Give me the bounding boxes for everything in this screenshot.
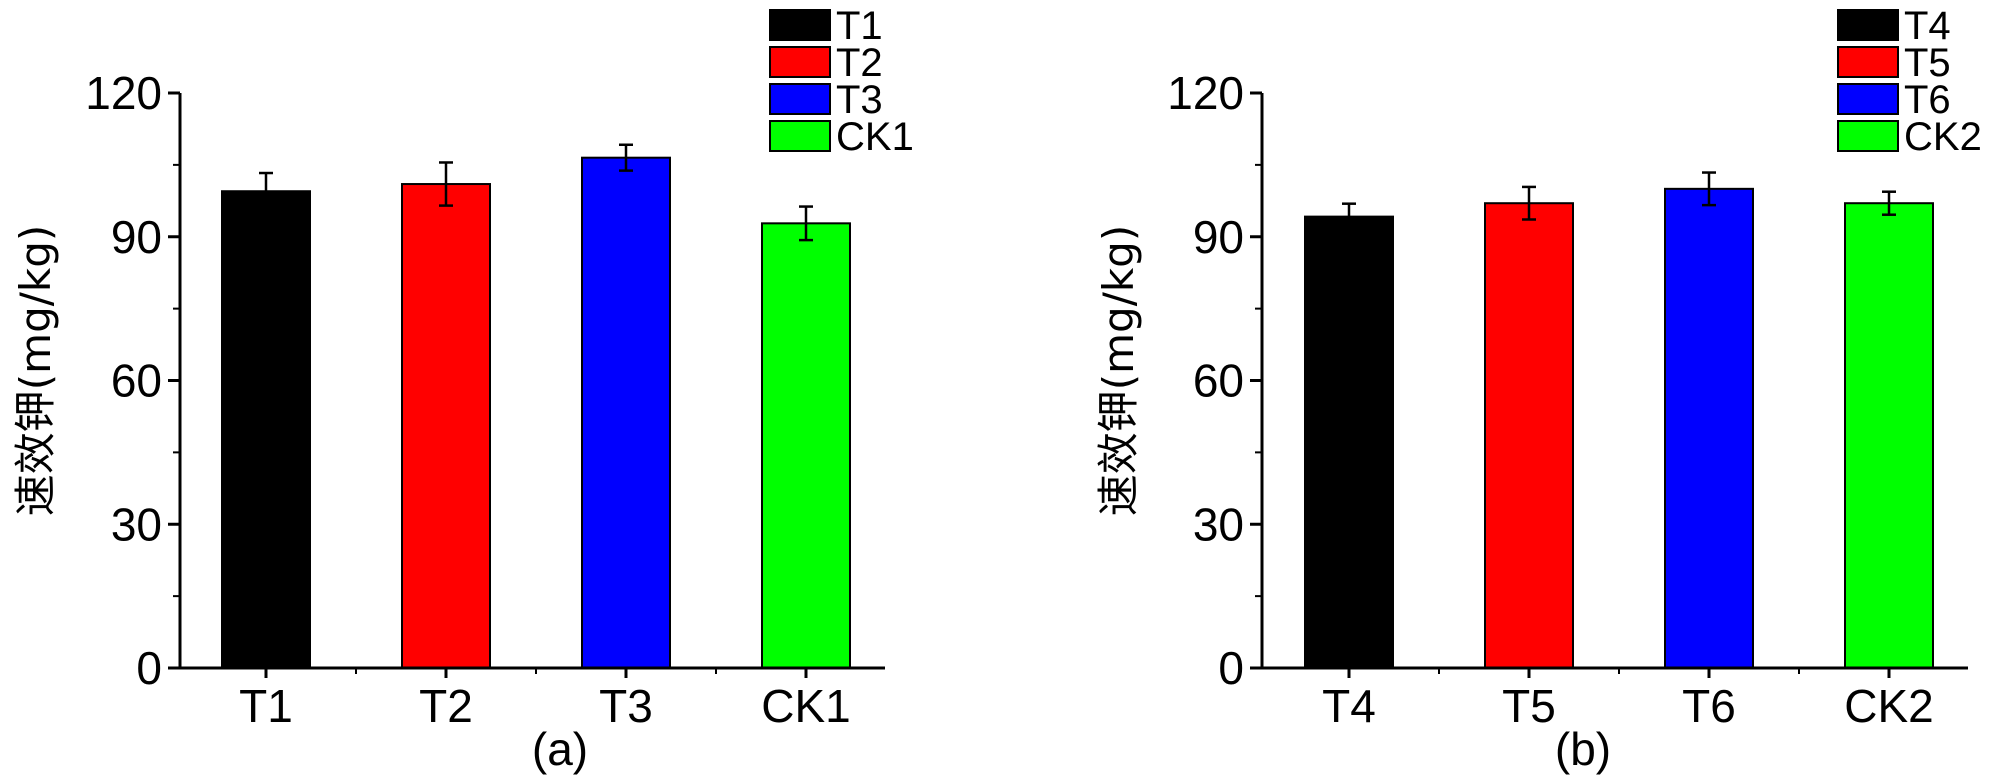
y-tick-label: 0 bbox=[1218, 642, 1244, 694]
y-axis-label: 速效钾(mg/kg) bbox=[11, 225, 60, 516]
chart-panel-2: T4 T5 T6 CK20306090120速效钾(mg/kg)(b)T4T5T6CK… bbox=[1094, 4, 1982, 775]
bar-t3 bbox=[581, 156, 671, 669]
error-bar-t2 bbox=[439, 161, 453, 207]
bar-ck1 bbox=[761, 222, 851, 669]
error-bar-t6 bbox=[1702, 171, 1716, 207]
x-tick-label-t2: T2 bbox=[419, 680, 473, 732]
chart-panel-1: T1 T2 T3 CK10306090120速效钾(mg/kg)(a)T1T2T3CK… bbox=[11, 4, 914, 775]
error-bar-ck1 bbox=[799, 205, 813, 242]
error-bar-t1 bbox=[259, 171, 273, 211]
panel-label: (b) bbox=[1555, 723, 1611, 775]
legend-label-t2: T2 bbox=[836, 41, 883, 85]
y-tick-label: 90 bbox=[1193, 211, 1244, 263]
y-tick-label: 30 bbox=[1193, 498, 1244, 550]
error-bar-ck2 bbox=[1882, 190, 1896, 216]
legend-swatch-t2 bbox=[769, 46, 831, 78]
legend-swatch-t6 bbox=[1837, 83, 1899, 115]
legend-swatch-t1 bbox=[769, 9, 831, 41]
legend-swatch-ck1 bbox=[769, 120, 831, 152]
y-tick-label: 0 bbox=[136, 642, 162, 694]
legend-label-t5: T5 bbox=[1904, 41, 1951, 85]
x-tick-label-t3: T3 bbox=[599, 680, 653, 732]
y-tick-label: 120 bbox=[1167, 67, 1244, 119]
bar-t2 bbox=[401, 183, 491, 670]
legend-label-t4: T4 bbox=[1904, 4, 1951, 48]
panel-label: (a) bbox=[532, 723, 588, 775]
bar-t1 bbox=[221, 190, 311, 670]
x-tick-label-t1: T1 bbox=[239, 680, 293, 732]
legend-label-t6: T6 bbox=[1904, 78, 1951, 122]
legend-swatch-t3 bbox=[769, 83, 831, 115]
legend-swatch-t5 bbox=[1837, 46, 1899, 78]
bar-t4 bbox=[1304, 215, 1394, 669]
y-tick-label: 60 bbox=[111, 355, 162, 407]
y-tick-label: 90 bbox=[111, 211, 162, 263]
x-tick-label-ck1: CK1 bbox=[761, 680, 850, 732]
y-tick-label: 120 bbox=[85, 67, 162, 119]
error-bar-t3 bbox=[619, 143, 633, 172]
legend-label-t1: T1 bbox=[836, 4, 883, 48]
x-tick-label-t6: T6 bbox=[1682, 680, 1736, 732]
y-tick-label: 30 bbox=[111, 498, 162, 550]
legend-label-ck2: CK2 bbox=[1904, 115, 1982, 159]
bar-t6 bbox=[1664, 187, 1754, 669]
error-bar-t4 bbox=[1342, 202, 1356, 231]
error-bar-t5 bbox=[1522, 185, 1536, 221]
bar-ck2 bbox=[1844, 202, 1934, 669]
bar-t5 bbox=[1484, 202, 1574, 669]
x-tick-label-t5: T5 bbox=[1502, 680, 1556, 732]
x-tick-label-ck2: CK2 bbox=[1844, 680, 1933, 732]
legend-label-ck1: CK1 bbox=[836, 115, 914, 159]
legend-label-t3: T3 bbox=[836, 78, 883, 122]
y-tick-label: 60 bbox=[1193, 355, 1244, 407]
legend-swatch-t4 bbox=[1837, 9, 1899, 41]
x-tick-label-t4: T4 bbox=[1322, 680, 1376, 732]
legend-swatch-ck2 bbox=[1837, 120, 1899, 152]
y-axis-label: 速效钾(mg/kg) bbox=[1094, 225, 1143, 516]
